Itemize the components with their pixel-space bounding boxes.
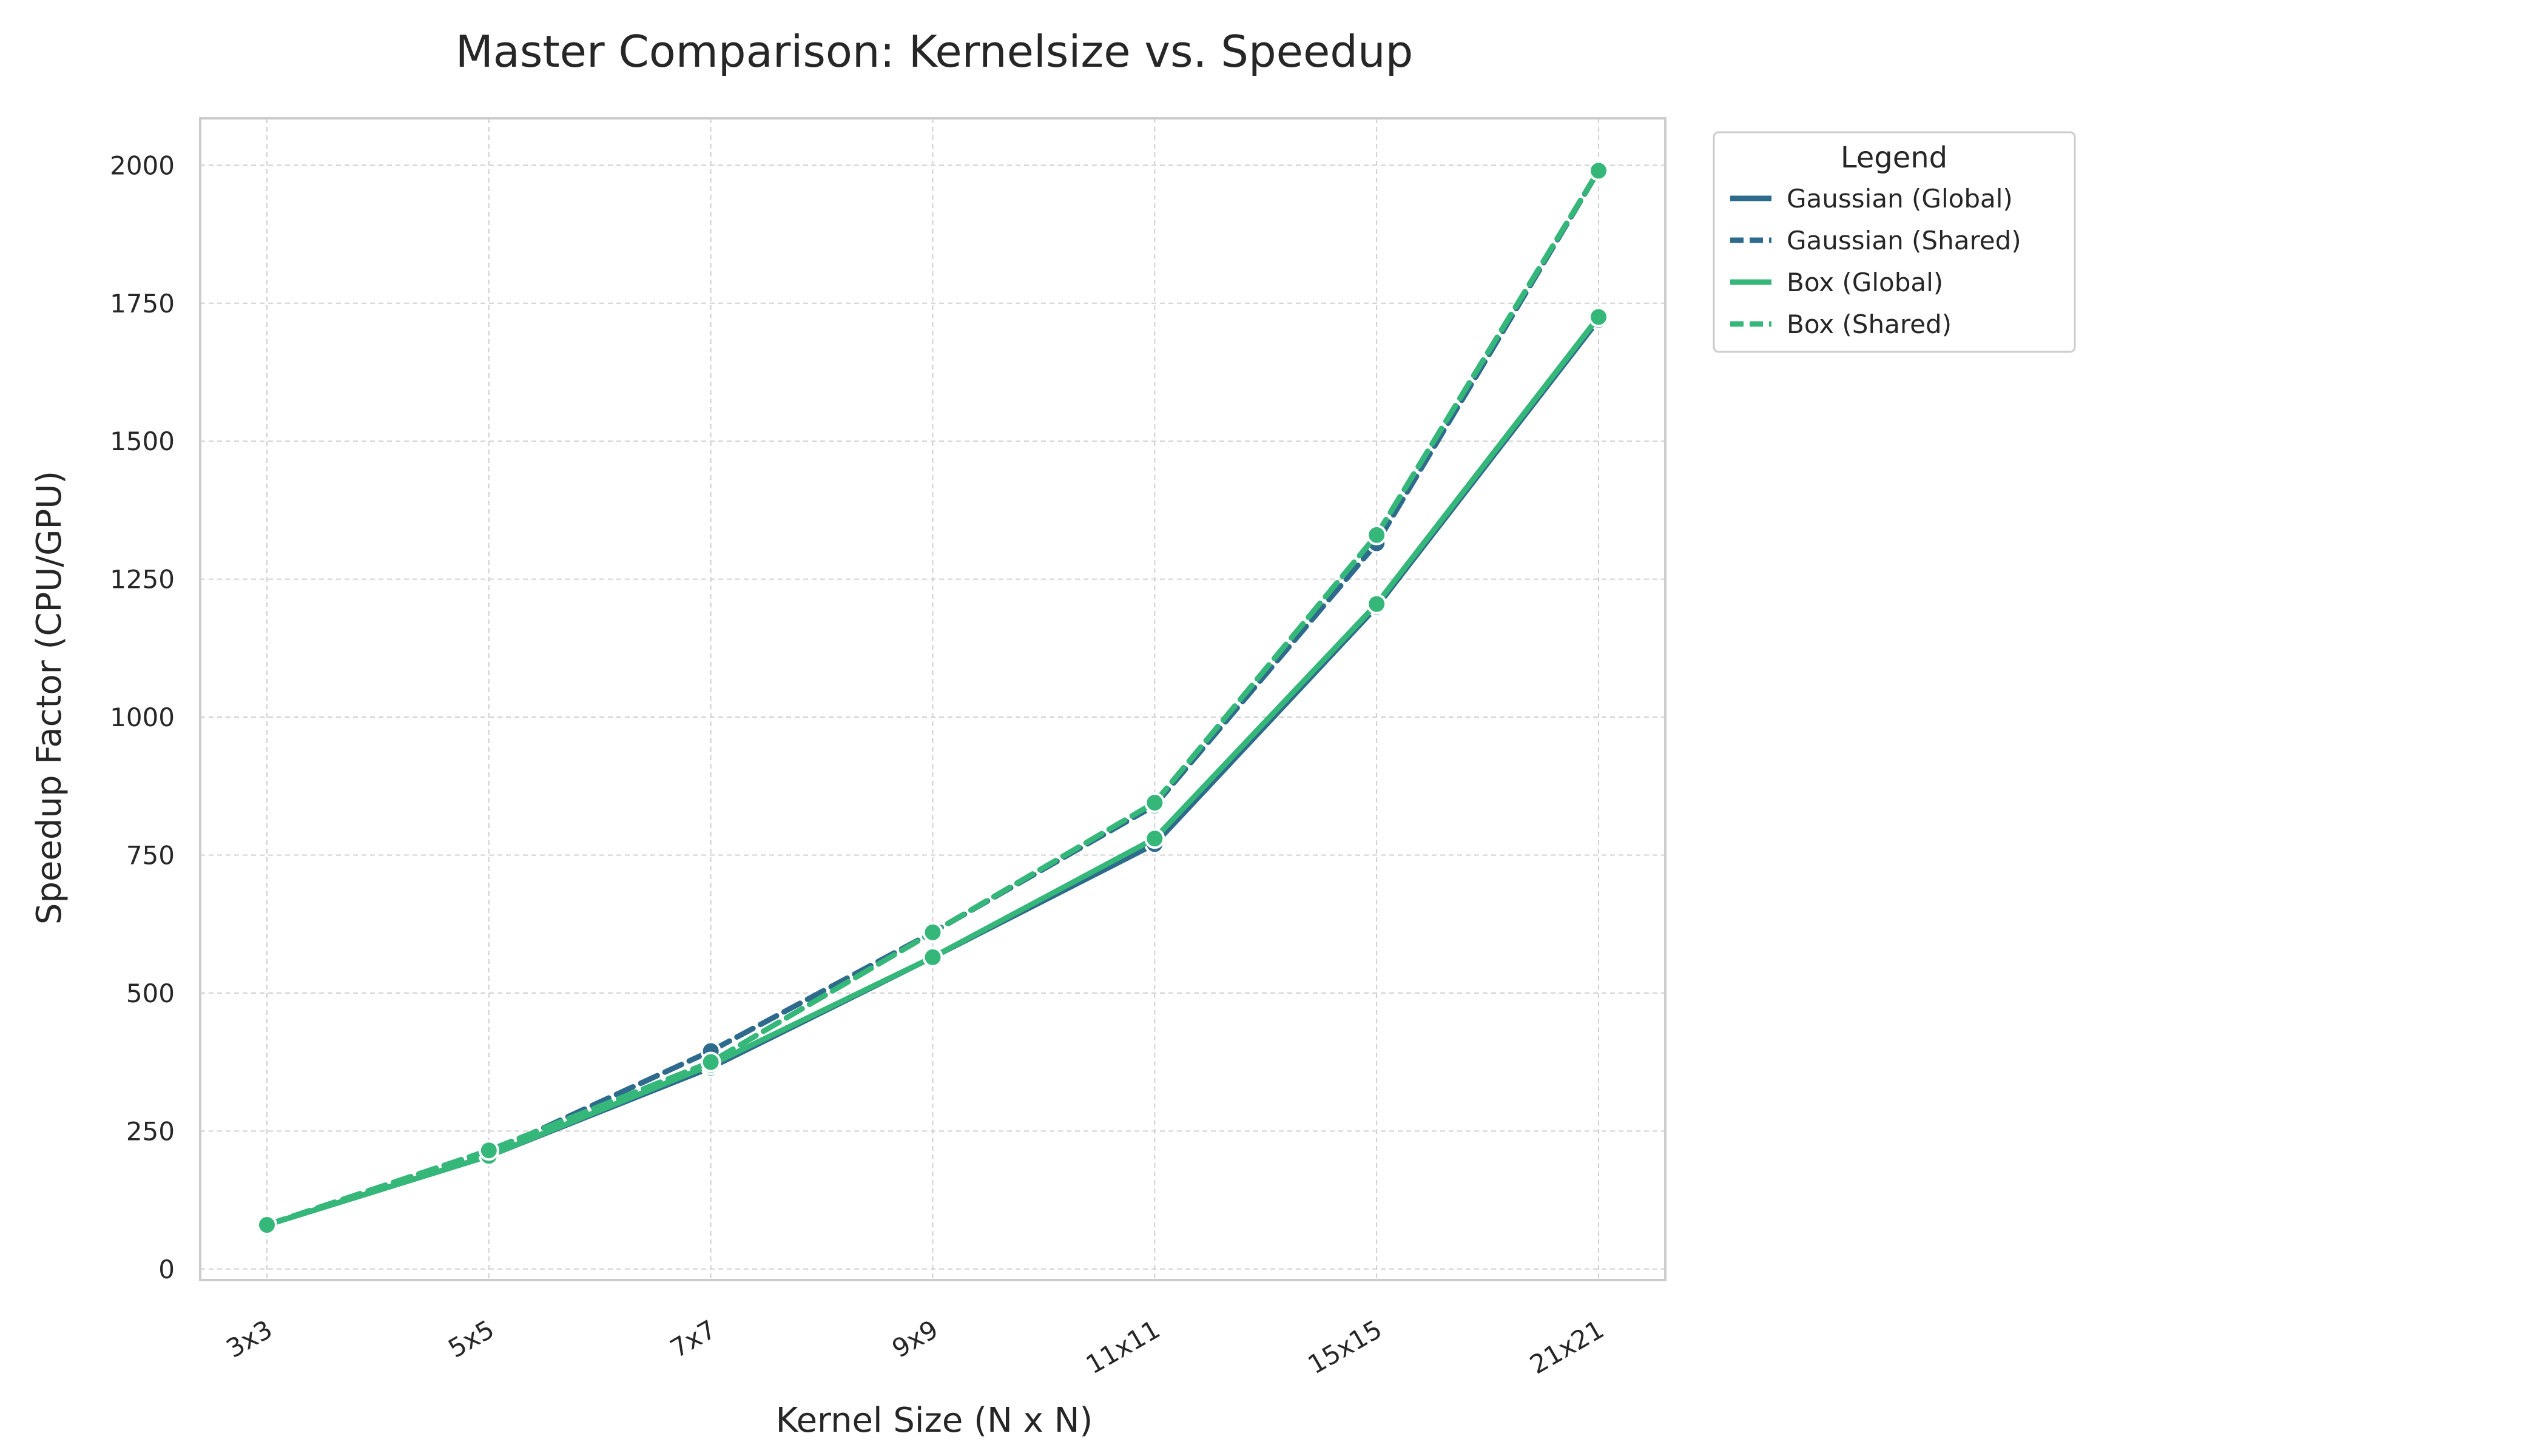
- x-tick-label: 21x21: [1525, 1314, 1609, 1380]
- x-tick-label: 5x5: [443, 1314, 499, 1364]
- data-point: [478, 1140, 499, 1161]
- data-point: [1588, 306, 1609, 328]
- series-layer: [257, 160, 1609, 1236]
- x-tick-label: 3x3: [221, 1314, 277, 1364]
- grid: [200, 118, 1665, 1280]
- data-point: [1366, 593, 1387, 615]
- legend: Legend Gaussian (Global) Gaussian (Shared…: [1713, 131, 2076, 353]
- y-tick-label: 0: [158, 1255, 175, 1284]
- y-tick-label: 1250: [110, 565, 175, 595]
- series-3: [257, 160, 1609, 1236]
- y-tick-label: 2000: [110, 150, 175, 180]
- data-point: [1144, 828, 1165, 849]
- legend-entry: Gaussian (Global): [1787, 184, 2013, 214]
- y-tick-label: 1750: [110, 289, 175, 318]
- chart-title: Master Comparison: Kernelsize vs. Speedu…: [456, 26, 1414, 77]
- y-axis-label: Speedup Factor (CPU/GPU): [30, 471, 69, 925]
- legend-title: Legend: [1841, 141, 1947, 175]
- x-tick-label: 15x15: [1303, 1314, 1387, 1380]
- data-point: [257, 1215, 277, 1236]
- y-tick-label: 500: [126, 979, 175, 1008]
- x-tick-label: 9x9: [887, 1314, 943, 1364]
- data-point: [1366, 524, 1387, 545]
- x-tick-label: 11x11: [1081, 1314, 1165, 1380]
- legend-entry: Box (Shared): [1787, 309, 1952, 339]
- data-point: [1144, 792, 1165, 814]
- data-point: [1588, 160, 1609, 181]
- x-tick-label: 7x7: [665, 1314, 721, 1364]
- legend-entry: Box (Global): [1787, 268, 1943, 297]
- legend-entry: Gaussian (Shared): [1787, 226, 2021, 255]
- y-tick-label: 750: [126, 841, 175, 871]
- y-tick-label: 1500: [110, 426, 175, 456]
- y-tick-label: 1000: [110, 703, 175, 732]
- data-point: [700, 1051, 721, 1073]
- plot-area: [199, 117, 1667, 1281]
- x-axis-label: Kernel Size (N x N): [776, 1401, 1093, 1440]
- y-tick-label: 250: [126, 1116, 175, 1146]
- data-point: [922, 946, 943, 968]
- legend-box: [1713, 131, 2076, 353]
- data-point: [922, 922, 943, 943]
- tick-labels: 0 250 500 750 1000 1250 1500 1750 2000 3x3 5x5 7x7 9…: [110, 150, 1609, 1380]
